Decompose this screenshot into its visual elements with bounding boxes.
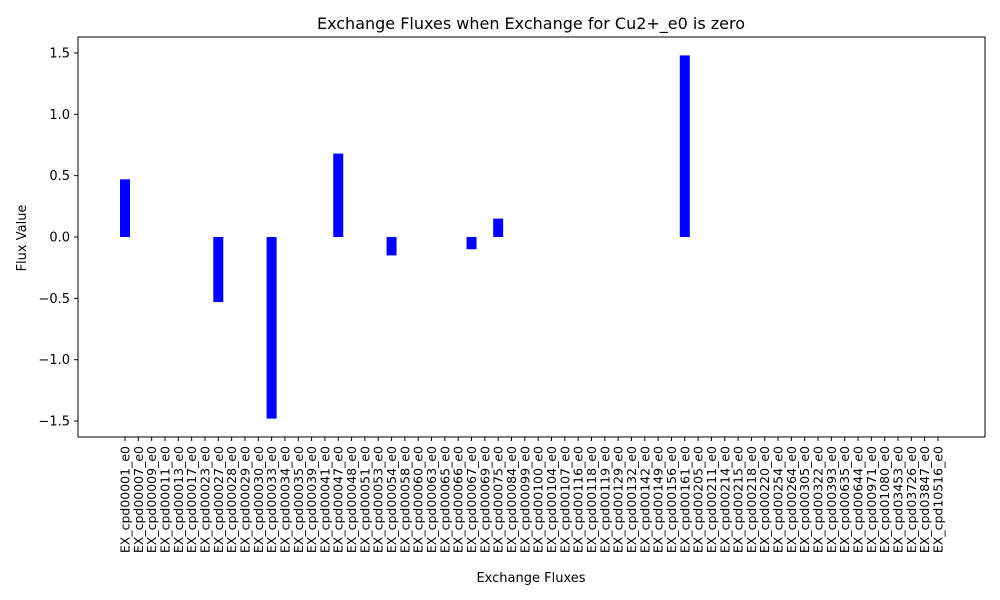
bar [466,237,477,250]
x-tick-label: EX_cpd00039_e0 [304,446,319,553]
x-tick-label: EX_cpd00099_e0 [517,446,532,553]
x-tick-label: EX_cpd00075_e0 [491,446,506,553]
x-tick-label: EX_cpd00041_e0 [317,446,332,553]
x-tick-label: EX_cpd00011_e0 [157,446,172,553]
x-tick-label: EX_cpd00205_e0 [691,446,706,553]
x-tick-label: EX_cpd00644_e0 [851,446,866,553]
x-tick-label: EX_cpd00132_e0 [624,446,639,553]
x-tick-label: EX_cpd00027_e0 [211,446,226,553]
x-tick-label: EX_cpd00393_e0 [824,446,839,553]
x-tick-label: EX_cpd00047_e0 [331,446,346,553]
chart-title: Exchange Fluxes when Exchange for Cu2+_e… [317,14,745,34]
x-axis: EX_cpd00001_e0EX_cpd00007_e0EX_cpd00009_… [118,437,946,553]
bar-series [120,55,690,419]
x-tick-label: EX_cpd00254_e0 [771,446,786,553]
x-tick-label: EX_cpd00214_e0 [717,446,732,553]
y-axis: −1.5 −1.0 −0.5 0.0 0.5 1.0 1.5 [38,46,78,430]
x-tick-label: EX_cpd00129_e0 [611,446,626,553]
x-tick-label: EX_cpd01080_e0 [877,446,892,553]
bar [493,218,504,237]
bar [386,237,397,256]
x-tick-label: EX_cpd00009_e0 [144,446,159,553]
x-tick-label: EX_cpd00107_e0 [557,446,572,553]
x-tick-label: EX_cpd00051_e0 [357,446,372,553]
x-tick-label: EX_cpd00142_e0 [637,446,652,553]
x-tick-label: EX_cpd00211_e0 [704,446,719,553]
x-tick-label: EX_cpd00220_e0 [757,446,772,553]
x-tick-label: EX_cpd00322_e0 [811,446,826,553]
y-tick-label: 0.5 [49,169,70,184]
x-tick-label: EX_cpd00034_e0 [277,446,292,553]
bar [120,179,130,237]
y-tick-label: −1.0 [38,353,70,368]
x-tick-label: EX_cpd00053_e0 [371,446,386,553]
y-axis-label: Flux Value [15,205,30,272]
x-tick-label: EX_cpd00149_e0 [651,446,666,553]
x-tick-label: EX_cpd03726_e0 [904,446,919,553]
x-tick-label: EX_cpd00971_e0 [864,446,879,553]
x-tick-label: EX_cpd00048_e0 [344,446,359,553]
x-tick-label: EX_cpd00218_e0 [744,446,759,553]
x-tick-label: EX_cpd00023_e0 [197,446,212,553]
x-tick-label: EX_cpd00156_e0 [664,446,679,553]
x-tick-label: EX_cpd00033_e0 [264,446,279,553]
x-tick-label: EX_cpd00635_e0 [837,446,852,553]
x-tick-label: EX_cpd00067_e0 [464,446,479,553]
x-tick-label: EX_cpd03453_e0 [891,446,906,553]
x-tick-label: EX_cpd00100_e0 [531,446,546,553]
x-tick-label: EX_cpd00060_e0 [411,446,426,553]
y-tick-label: 0.0 [49,231,70,246]
x-tick-label: EX_cpd03847_e0 [917,446,932,553]
x-tick-label: EX_cpd00058_e0 [397,446,412,553]
x-tick-label: EX_cpd00069_e0 [477,446,492,553]
y-tick-label: −1.5 [38,415,70,430]
x-tick-label: EX_cpd00066_e0 [451,446,466,553]
x-axis-label: Exchange Fluxes [476,571,585,586]
x-tick-label: EX_cpd00035_e0 [291,446,306,553]
x-tick-label: EX_cpd00028_e0 [224,446,239,553]
y-tick-label: −0.5 [38,292,70,307]
y-tick-label: 1.5 [49,46,70,61]
bar [213,237,224,303]
x-tick-label: EX_cpd00104_e0 [544,446,559,553]
x-tick-label: EX_cpd00029_e0 [237,446,252,553]
y-tick-label: 1.0 [49,108,70,123]
bar [333,153,344,237]
x-tick-label: EX_cpd00118_e0 [584,446,599,553]
x-tick-label: EX_cpd00017_e0 [184,446,199,553]
x-tick-label: EX_cpd00084_e0 [504,446,519,553]
x-tick-label: EX_cpd00007_e0 [131,446,146,553]
bar [266,237,277,419]
x-tick-label: EX_cpd00119_e0 [597,446,612,553]
x-tick-label: EX_cpd00116_e0 [571,446,586,553]
x-tick-label: EX_cpd10516_e0 [931,446,946,553]
x-tick-label: EX_cpd00063_e0 [424,446,439,553]
x-tick-label: EX_cpd00001_e0 [118,446,133,553]
x-tick-label: EX_cpd00054_e0 [384,446,399,553]
x-tick-label: EX_cpd00013_e0 [171,446,186,553]
bar [679,55,690,237]
x-tick-label: EX_cpd00161_e0 [677,446,692,553]
x-tick-label: EX_cpd00030_e0 [251,446,266,553]
plot-frame [77,36,986,438]
x-tick-label: EX_cpd00264_e0 [784,446,799,553]
x-tick-label: EX_cpd00065_e0 [437,446,452,553]
x-tick-label: EX_cpd00305_e0 [797,446,812,553]
x-tick-label: EX_cpd00215_e0 [731,446,746,553]
